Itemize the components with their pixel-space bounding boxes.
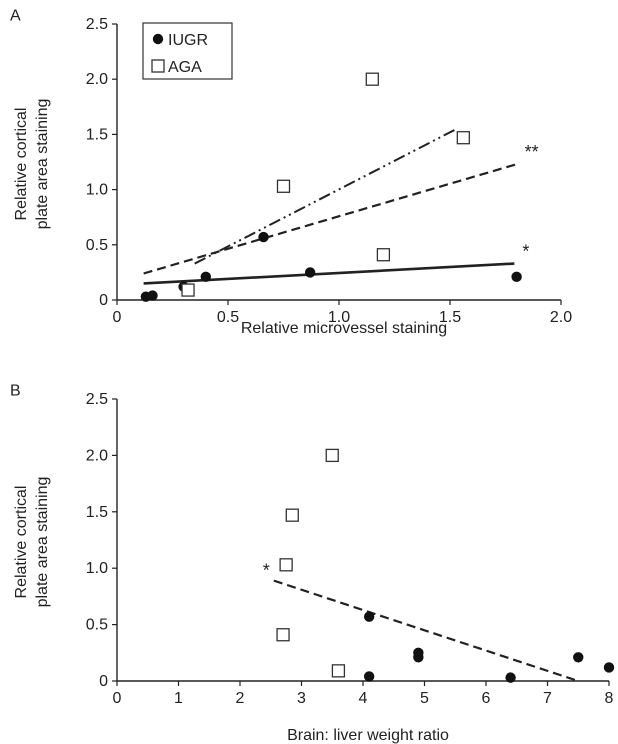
legend-marker-aga xyxy=(151,59,165,73)
y-tick-label: 0.5 xyxy=(86,237,108,254)
data-point-iugr xyxy=(363,611,375,622)
trendline-dashed xyxy=(273,579,579,683)
trendline-dash-dot-dot xyxy=(194,127,458,265)
x-tick-label: 1.0 xyxy=(328,309,350,326)
x-tick-label: 8 xyxy=(605,690,614,707)
x-tick-label: 3 xyxy=(297,690,306,707)
x-tick-label: 4 xyxy=(359,690,368,707)
data-point-iugr xyxy=(505,672,516,683)
panel-label-a: A xyxy=(10,7,21,24)
y-tick-label: 1.0 xyxy=(86,182,108,199)
legend-label-iugr: IUGR xyxy=(168,32,208,49)
y-tick-label: 0 xyxy=(99,292,108,309)
x-tick-label: 6 xyxy=(482,690,491,707)
data-point-aga xyxy=(365,72,379,86)
y-tick-label: 1.0 xyxy=(86,560,108,577)
legend-marker-iugr xyxy=(152,33,164,45)
y-tick-label: 2.0 xyxy=(86,447,108,464)
significance-annotation: * xyxy=(522,242,529,262)
x-axis-label: Brain: liver weight ratio xyxy=(287,727,449,744)
y-axis-label: plate area staining xyxy=(34,99,51,230)
data-point-iugr xyxy=(147,290,158,301)
y-tick-label: 0.5 xyxy=(86,617,108,634)
y-axis-label: plate area staining xyxy=(34,477,51,608)
y-axis-label: Relative cortical xyxy=(13,108,30,221)
y-axis-label: Relative cortical xyxy=(13,486,30,599)
x-tick-label: 0 xyxy=(113,690,122,707)
data-point-iugr xyxy=(363,671,375,682)
y-tick-label: 1.5 xyxy=(86,126,108,143)
data-point-aga xyxy=(325,448,339,463)
data-point-aga xyxy=(285,508,299,522)
legend-label-aga: AGA xyxy=(168,59,202,76)
y-tick-label: 2.5 xyxy=(86,391,108,408)
significance-annotation: * xyxy=(263,561,270,581)
data-point-aga xyxy=(331,664,346,678)
x-tick-label: 2.0 xyxy=(550,309,572,326)
significance-annotation: ** xyxy=(525,142,539,162)
trendline-dashed xyxy=(143,163,517,275)
data-point-iugr xyxy=(511,271,522,283)
y-tick-label: 2.0 xyxy=(86,71,108,88)
x-tick-label: 1 xyxy=(174,690,183,707)
y-tick-label: 2.5 xyxy=(86,16,108,33)
x-tick-label: 7 xyxy=(543,690,552,707)
x-tick-label: 5 xyxy=(420,690,429,707)
data-point-iugr xyxy=(304,267,316,278)
data-point-iugr xyxy=(258,231,269,243)
x-axis-label: Relative microvessel staining xyxy=(241,320,447,337)
data-point-aga xyxy=(276,179,291,193)
data-point-iugr xyxy=(573,652,584,663)
data-point-aga xyxy=(456,131,470,145)
data-point-aga xyxy=(279,558,293,572)
x-tick-label: 0 xyxy=(113,309,122,326)
data-point-iugr xyxy=(200,271,211,283)
data-point-iugr xyxy=(413,647,424,658)
y-tick-label: 1.5 xyxy=(86,504,108,521)
data-point-iugr xyxy=(603,662,615,673)
x-tick-label: 1.5 xyxy=(439,309,461,326)
x-tick-label: 0.5 xyxy=(217,309,239,326)
trendline-solid xyxy=(143,262,515,285)
x-tick-label: 2 xyxy=(236,690,245,707)
data-point-aga xyxy=(181,283,195,297)
data-point-aga xyxy=(276,628,290,642)
data-point-aga xyxy=(376,248,391,262)
y-tick-label: 0 xyxy=(99,673,108,690)
panel-label-b: B xyxy=(10,382,21,399)
